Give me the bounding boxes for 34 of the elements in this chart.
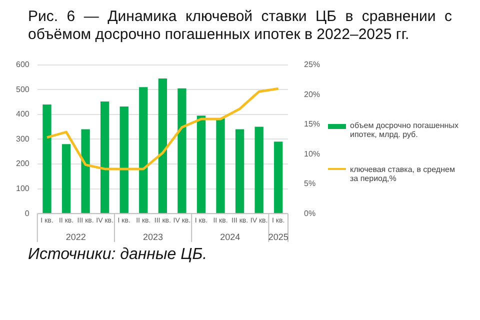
y-tick-label: 100 xyxy=(16,184,30,194)
bar xyxy=(235,129,244,214)
y-tick-label: 200 xyxy=(16,159,30,168)
y2-tick-label: 0% xyxy=(304,208,316,218)
bar xyxy=(62,144,71,214)
bar xyxy=(274,142,283,214)
chart-title: Рис. 6 — Динамика ключевой ставки ЦБ в сравнении с объёмом досрочно погашенных ипотек в 2022–2025 гг. xyxy=(27,8,453,44)
y2-tick-label: 20% xyxy=(304,90,320,99)
bar xyxy=(139,87,148,214)
bar xyxy=(158,78,168,214)
y-tick-label: 600 xyxy=(16,60,30,70)
y-tick-label: 0 xyxy=(24,208,30,218)
bar xyxy=(42,104,52,214)
bar xyxy=(100,102,110,214)
bar xyxy=(81,129,90,214)
legend-label: объем досрочно погашенных ипотек, млрд. руб. xyxy=(350,121,460,139)
text: Источники: данные ЦБ. xyxy=(27,245,208,264)
text: 2024 xyxy=(220,232,240,242)
y2-tick-label: 25% xyxy=(304,60,320,70)
bar xyxy=(254,126,264,214)
bar xyxy=(120,106,128,214)
y2-tick-label: 10% xyxy=(304,149,320,158)
text: 2022 xyxy=(66,232,86,242)
y-tick-label: 400 xyxy=(16,110,30,119)
legend-label: ключевая ставка, в среднем за период,% xyxy=(350,165,456,183)
bar xyxy=(216,118,225,214)
y-tick-label: 500 xyxy=(16,84,30,94)
bar xyxy=(178,88,186,214)
y-tick-label: 300 xyxy=(16,134,30,144)
text: 2025 xyxy=(268,232,288,242)
y2-tick-label: 15% xyxy=(304,120,320,129)
text: 2023 xyxy=(143,232,164,242)
bar xyxy=(196,116,206,214)
y2-tick-label: 5% xyxy=(304,179,316,188)
